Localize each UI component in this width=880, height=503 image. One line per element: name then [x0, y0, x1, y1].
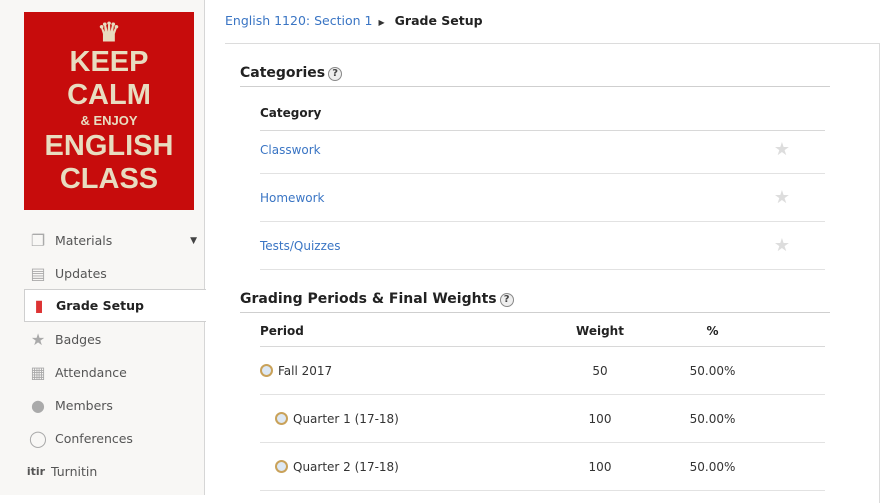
- sidebar-item-label: Materials: [55, 233, 113, 248]
- column-header-weight: Weight: [576, 324, 624, 338]
- sidebar-item-label: Attendance: [55, 365, 127, 380]
- crown-icon: ♛: [97, 17, 121, 47]
- categories-title: Categories: [240, 65, 326, 81]
- star-icon[interactable]: ★: [773, 139, 790, 160]
- period-row[interactable]: Fall 2017 50 50.00%: [260, 347, 825, 395]
- period-percent: 50.00%: [689, 459, 736, 474]
- breadcrumb-course-link[interactable]: English 1120: Section 1: [225, 13, 373, 28]
- sidebar-item-members[interactable]: ● Members: [24, 389, 205, 422]
- sidebar-item-label: Members: [55, 398, 113, 413]
- sidebar-item-attendance[interactable]: ▦ Attendance: [24, 356, 205, 389]
- grading-periods-title: Grading Periods & Final Weights: [240, 291, 497, 307]
- badge-star-icon: ★: [30, 330, 46, 349]
- course-logo: ♛ KEEP CALM & ENJOY ENGLISH CLASS: [24, 12, 194, 210]
- materials-icon: ❐: [30, 231, 46, 250]
- period-name-cell: Fall 2017: [260, 363, 333, 378]
- help-icon[interactable]: ?: [328, 67, 343, 81]
- logo-text: CALM: [67, 79, 151, 111]
- column-header-category: Category: [260, 105, 322, 120]
- grading-periods-heading: Grading Periods & Final Weights?: [240, 291, 830, 313]
- category-row: Tests/Quizzes ★: [260, 222, 825, 270]
- period-name: Quarter 1 (17-18): [293, 411, 399, 426]
- period-percent: 50.00%: [689, 411, 736, 426]
- sidebar-item-label: Turnitin: [51, 464, 98, 479]
- star-icon[interactable]: ★: [773, 187, 790, 208]
- logo-text: CLASS: [59, 163, 159, 195]
- categories-heading: Categories?: [240, 65, 830, 87]
- turnitin-icon: itir: [26, 465, 46, 478]
- category-link[interactable]: Homework: [260, 190, 325, 205]
- help-icon[interactable]: ?: [499, 293, 514, 307]
- sidebar-item-conferences[interactable]: ◯ Conferences: [24, 422, 205, 455]
- period-row[interactable]: Quarter 2 (17-18) 100 50.00%: [260, 443, 825, 491]
- categories-header: Category: [260, 95, 825, 131]
- breadcrumb-arrow-icon: ▶: [378, 18, 385, 27]
- updates-icon: ▤: [30, 264, 46, 283]
- sidebar-item-materials[interactable]: ❐ Materials ▼: [24, 224, 205, 257]
- sidebar-item-grade-setup[interactable]: ▮ Grade Setup: [24, 289, 206, 322]
- period-name-cell: Quarter 1 (17-18): [275, 411, 399, 426]
- periods-header: Period Weight%: [260, 316, 825, 347]
- period-name: Quarter 2 (17-18): [293, 459, 399, 474]
- clock-icon: [275, 459, 288, 473]
- period-name: Fall 2017: [278, 363, 333, 378]
- period-row[interactable]: Quarter 1 (17-18) 100 50.00%: [260, 395, 825, 443]
- attendance-icon: ▦: [30, 363, 46, 382]
- period-percent: 50.00%: [689, 363, 736, 378]
- category-link[interactable]: Tests/Quizzes: [260, 238, 341, 253]
- star-icon[interactable]: ★: [773, 235, 790, 256]
- members-icon: ●: [31, 396, 45, 415]
- grade-setup-icon: ▮: [34, 296, 44, 315]
- sidebar-item-turnitin[interactable]: itir Turnitin: [24, 455, 205, 488]
- category-row: Homework ★: [260, 174, 825, 222]
- clock-icon: [275, 411, 288, 425]
- column-header-period: Period: [260, 324, 304, 338]
- sidebar-item-label: Updates: [55, 266, 107, 281]
- period-name-cell: Quarter 2 (17-18): [275, 459, 399, 474]
- logo-text: & ENJOY: [80, 113, 138, 128]
- category-row: Classwork ★: [260, 126, 825, 174]
- category-link[interactable]: Classwork: [260, 142, 321, 157]
- sidebar-item-label: Badges: [55, 332, 102, 347]
- sidebar: ♛ KEEP CALM & ENJOY ENGLISH CLASS ❐ Mater…: [0, 0, 206, 495]
- breadcrumb: English 1120: Section 1 ▶ Grade Setup: [225, 13, 483, 28]
- sidebar-item-badges[interactable]: ★ Badges: [24, 323, 205, 356]
- chevron-down-icon[interactable]: ▼: [190, 235, 197, 246]
- clock-icon: [260, 363, 273, 377]
- logo-text: ENGLISH: [44, 130, 174, 162]
- period-weight: 100: [588, 459, 612, 474]
- conferences-icon: ◯: [29, 429, 47, 448]
- sidebar-item-label: Grade Setup: [56, 298, 144, 313]
- breadcrumb-current: Grade Setup: [394, 13, 483, 28]
- column-header-percent: %: [706, 324, 719, 338]
- sidebar-item-label: Conferences: [55, 431, 133, 446]
- logo-text: KEEP: [69, 46, 149, 78]
- sidebar-item-updates[interactable]: ▤ Updates: [24, 257, 205, 290]
- period-weight: 50: [592, 363, 608, 378]
- main-panel: Categories? Category Classwork ★ Homework…: [225, 43, 880, 503]
- period-weight: 100: [588, 411, 612, 426]
